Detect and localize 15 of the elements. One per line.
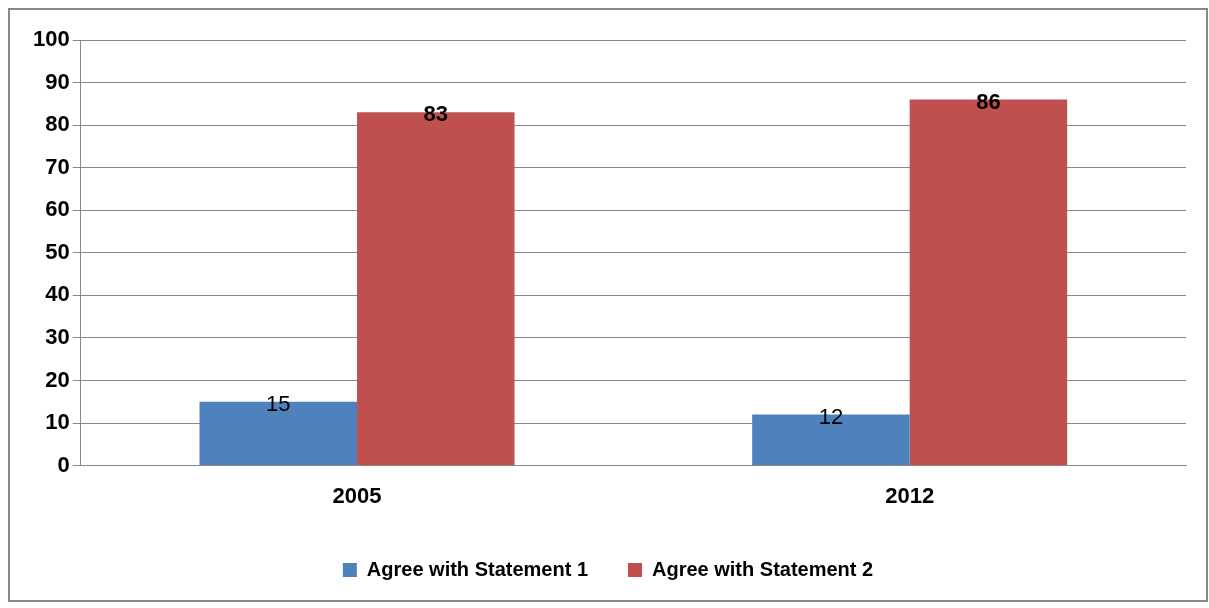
y-tick-label: 50	[45, 238, 70, 264]
y-tick-label: 90	[45, 68, 70, 94]
y-tick-label: 10	[45, 409, 70, 435]
y-tick-label: 30	[45, 323, 70, 349]
y-tick-label: 60	[45, 196, 70, 222]
legend-label: Agree with Statement 1	[366, 557, 589, 580]
legend-label: Agree with Statement 2	[652, 557, 874, 580]
x-tick-label: 2005	[332, 482, 382, 508]
y-tick-label: 40	[45, 281, 70, 307]
y-tick-label: 80	[45, 111, 70, 137]
y-tick-label: 70	[45, 153, 70, 179]
y-tick-label: 0	[57, 451, 70, 477]
x-tick-label: 2012	[885, 482, 935, 508]
y-tick-label: 100	[32, 26, 70, 52]
y-tick-label: 20	[45, 366, 70, 392]
